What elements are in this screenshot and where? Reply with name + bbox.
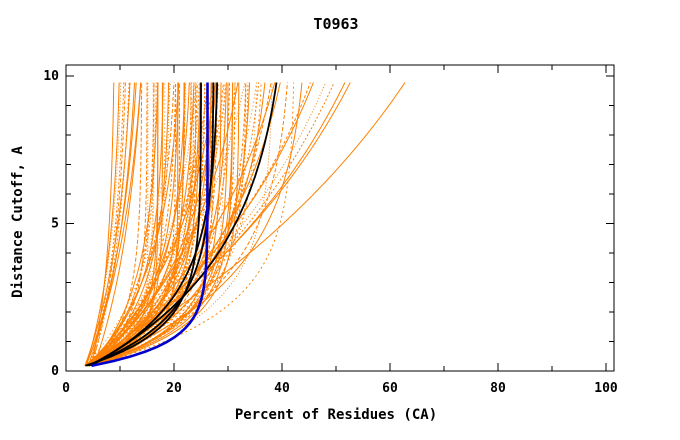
x-tick-label: 80	[490, 381, 506, 396]
black-model-curve	[88, 82, 219, 367]
orange-model-curve	[84, 82, 351, 367]
orange-model-curve	[84, 82, 131, 366]
orange-model-curve	[91, 82, 159, 367]
orange-model-curve	[89, 82, 346, 367]
orange-model-curve	[85, 82, 225, 367]
orange-model-curve	[84, 82, 197, 367]
orange-model-curve	[89, 82, 125, 366]
x-tick-label: 0	[62, 381, 70, 396]
x-tick-label: 40	[274, 381, 290, 396]
orange-model-curve	[91, 82, 206, 367]
x-tick-label: 60	[382, 381, 398, 396]
orange-model-curve	[90, 82, 130, 366]
orange-model-curve	[92, 82, 201, 367]
orange-model-curve	[93, 82, 142, 366]
orange-model-curve	[92, 82, 327, 367]
x-tick-label: 20	[166, 381, 182, 396]
orange-model-curve	[87, 82, 180, 367]
plot-frame	[65, 64, 615, 372]
black-model-curve	[85, 82, 202, 367]
orange-model-curve	[84, 82, 200, 367]
orange-model-curve	[87, 82, 224, 367]
orange-model-curve	[85, 82, 159, 367]
orange-model-curve	[85, 82, 148, 367]
orange-model-curve	[85, 82, 213, 367]
orange-model-curve	[93, 82, 273, 367]
orange-model-curve	[91, 82, 247, 367]
orange-model-curve	[87, 82, 180, 367]
orange-model-curve	[91, 82, 166, 367]
orange-model-curve	[85, 82, 155, 367]
orange-model-curve	[84, 82, 406, 367]
orange-model-curve	[85, 82, 190, 367]
x-tick-label: 100	[594, 381, 618, 396]
y-tick-label: 10	[43, 69, 59, 84]
orange-model-curve	[87, 82, 262, 367]
orange-model-curve	[92, 82, 260, 367]
orange-model-curve	[87, 82, 154, 367]
orange-model-curve	[91, 82, 197, 367]
orange-model-curve	[84, 82, 187, 367]
model-curves	[84, 82, 406, 367]
orange-model-curve	[84, 82, 164, 367]
orange-model-curve	[85, 82, 122, 366]
orange-model-curve	[89, 82, 192, 367]
x-axis-label: Percent of Residues (CA)	[235, 407, 437, 423]
y-tick-label: 5	[51, 217, 59, 232]
chart-title: T0963	[313, 15, 358, 33]
orange-model-curve	[87, 82, 155, 367]
orange-model-curve	[87, 82, 212, 367]
black-model-curve	[90, 82, 278, 367]
orange-model-curve	[89, 82, 247, 367]
orange-model-curve	[87, 82, 135, 366]
orange-model-curve	[89, 82, 179, 367]
tick-labels: 0 20 40 60 80 100 0 5 10	[43, 69, 618, 396]
blue-model-curve	[91, 82, 209, 367]
orange-model-curve	[92, 82, 227, 367]
orange-model-curve	[89, 82, 180, 367]
orange-model-curve	[93, 82, 276, 367]
orange-model-curve	[93, 82, 143, 367]
orange-model-curve	[91, 82, 234, 367]
orange-model-curve	[93, 82, 251, 367]
y-axis-label: Distance Cutoff, A	[10, 146, 26, 298]
orange-model-curve	[92, 82, 214, 367]
plot-border	[65, 64, 615, 372]
y-tick-label: 0	[51, 364, 59, 379]
orange-model-curve	[84, 82, 214, 367]
orange-model-curve	[84, 82, 257, 367]
